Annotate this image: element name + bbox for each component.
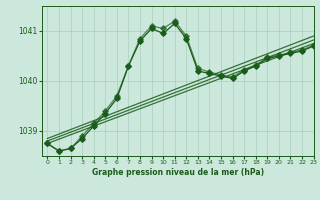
X-axis label: Graphe pression niveau de la mer (hPa): Graphe pression niveau de la mer (hPa) <box>92 168 264 177</box>
